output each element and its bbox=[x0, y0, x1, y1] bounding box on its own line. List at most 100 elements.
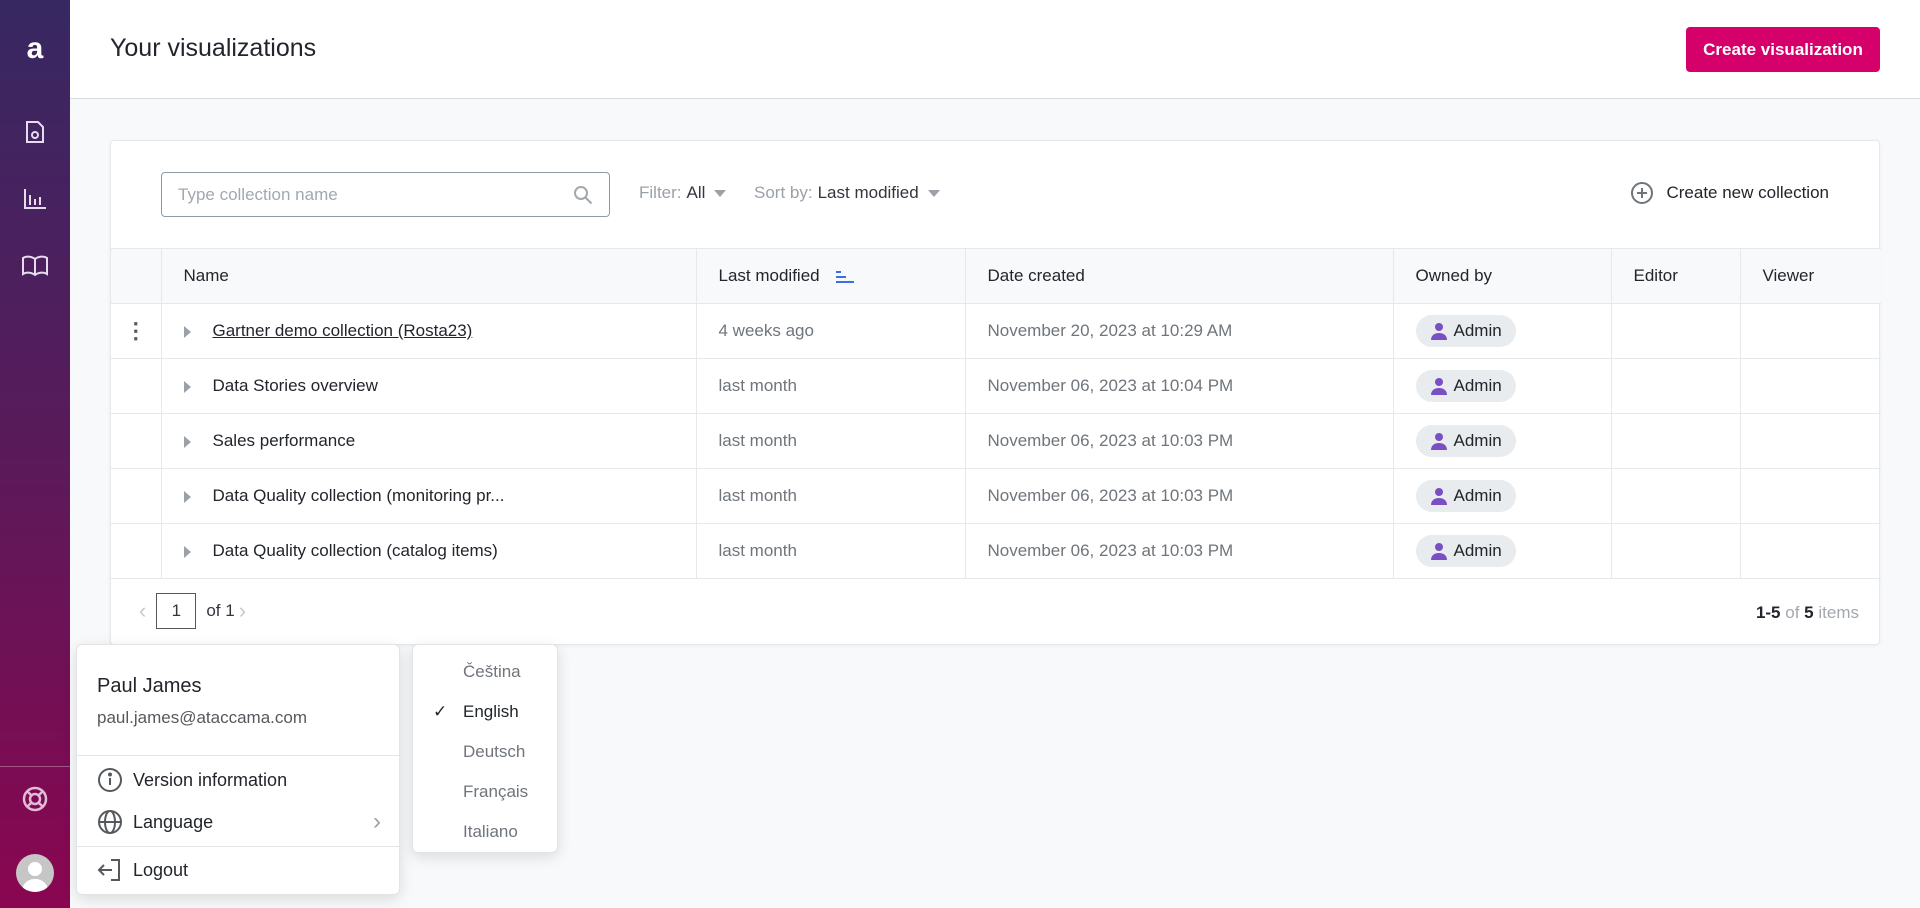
item-count: 1-5 of 5 items bbox=[1756, 603, 1859, 623]
globe-icon bbox=[98, 810, 122, 834]
column-header-last-modified[interactable]: Last modified bbox=[695, 248, 966, 304]
expand-icon[interactable] bbox=[183, 490, 191, 503]
divider bbox=[77, 846, 399, 847]
name-cell[interactable]: Data Quality collection (monitoring pr..… bbox=[160, 468, 697, 524]
language-option[interactable]: Čeština bbox=[463, 662, 521, 681]
table-row[interactable]: Sales performance last month November 06… bbox=[111, 413, 1881, 469]
language-label: Language bbox=[133, 811, 214, 832]
language-option[interactable]: Italiano bbox=[463, 822, 518, 841]
sidebar-divider bbox=[0, 766, 70, 767]
collection-name[interactable]: Data Quality collection (monitoring pr..… bbox=[212, 486, 505, 505]
editor-cell bbox=[1610, 468, 1741, 524]
owner-cell: Admin bbox=[1392, 523, 1612, 579]
last-modified-cell: 4 weeks ago bbox=[695, 303, 966, 359]
last-modified-cell: last month bbox=[695, 468, 966, 524]
owner-cell: Admin bbox=[1392, 358, 1612, 414]
language-menu: Čeština ✓ English Deutsch Français Italiano bbox=[412, 644, 558, 853]
column-header-editor[interactable]: Editor bbox=[1610, 248, 1741, 304]
language-option[interactable]: English bbox=[463, 702, 519, 721]
user-email: paul.james@ataccama.com bbox=[97, 708, 308, 727]
viewer-cell bbox=[1739, 413, 1881, 469]
search-icon bbox=[574, 185, 593, 204]
language-option[interactable]: Français bbox=[463, 782, 529, 801]
name-cell[interactable]: Sales performance bbox=[160, 413, 697, 469]
version-label: Version information bbox=[133, 769, 288, 790]
page-title: Your visualizations bbox=[110, 34, 317, 62]
avatar[interactable] bbox=[16, 854, 54, 892]
plus-circle-icon bbox=[1631, 182, 1654, 204]
owner-chip: Admin bbox=[1415, 480, 1516, 512]
collection-name[interactable]: Sales performance bbox=[212, 431, 356, 450]
column-header-label: Last modified bbox=[718, 266, 820, 285]
owner-cell: Admin bbox=[1392, 468, 1612, 524]
row-actions[interactable] bbox=[111, 523, 162, 579]
search-input[interactable] bbox=[178, 184, 573, 205]
table-row[interactable]: Data Quality collection (monitoring pr..… bbox=[111, 468, 1881, 524]
user-name: Paul James bbox=[97, 675, 202, 697]
row-actions[interactable] bbox=[111, 358, 162, 414]
user-icon bbox=[1430, 378, 1447, 395]
create-visualization-button[interactable]: Create visualization bbox=[1686, 27, 1880, 72]
editor-cell bbox=[1610, 413, 1741, 469]
filter-dropdown[interactable]: Filter: All bbox=[639, 183, 727, 203]
date-created-cell: November 06, 2023 at 10:03 PM bbox=[964, 468, 1394, 524]
row-actions[interactable] bbox=[111, 468, 162, 524]
version-information-item[interactable]: Version information bbox=[97, 767, 287, 793]
owner-cell: Admin bbox=[1392, 303, 1612, 359]
name-cell[interactable]: Data Stories overview bbox=[160, 358, 697, 414]
book-icon[interactable] bbox=[20, 251, 50, 281]
language-item[interactable]: Language › bbox=[97, 808, 381, 836]
name-cell[interactable]: Gartner demo collection (Rosta23) bbox=[160, 303, 697, 359]
expand-icon[interactable] bbox=[183, 325, 191, 338]
owner-chip: Admin bbox=[1415, 425, 1516, 457]
user-icon bbox=[1430, 488, 1447, 505]
more-vertical-icon[interactable]: ⋮ bbox=[124, 317, 147, 343]
prev-page-icon[interactable]: ‹ bbox=[139, 598, 147, 623]
chevron-right-icon: › bbox=[373, 808, 381, 835]
page-header: Your visualizations Create visualization bbox=[70, 0, 1920, 99]
collection-name[interactable]: Data Stories overview bbox=[212, 376, 378, 395]
filter-label: Filter: bbox=[639, 183, 682, 202]
column-header-viewer[interactable]: Viewer bbox=[1739, 248, 1881, 304]
name-cell[interactable]: Data Quality collection (catalog items) bbox=[160, 523, 697, 579]
expand-icon[interactable] bbox=[183, 380, 191, 393]
date-created-cell: November 06, 2023 at 10:03 PM bbox=[964, 523, 1394, 579]
owner-chip: Admin bbox=[1415, 535, 1516, 567]
page-input[interactable]: 1 bbox=[156, 593, 197, 629]
range: 1-5 bbox=[1755, 603, 1781, 622]
divider bbox=[77, 755, 399, 756]
column-header-name[interactable]: Name bbox=[160, 248, 697, 304]
owner-name: Admin bbox=[1453, 431, 1502, 450]
language-option[interactable]: Deutsch bbox=[463, 742, 526, 761]
last-modified-cell: last month bbox=[695, 523, 966, 579]
search-field[interactable] bbox=[161, 172, 610, 217]
editor-cell bbox=[1610, 523, 1741, 579]
create-new-collection-button[interactable]: Create new collection bbox=[1630, 181, 1829, 205]
table-row[interactable]: ⋮ Gartner demo collection (Rosta23) 4 we… bbox=[111, 303, 1881, 359]
user-icon bbox=[1430, 433, 1447, 450]
table-header: Name Last modified Date created Owned by… bbox=[111, 248, 1881, 304]
table-row[interactable]: Data Quality collection (catalog items) … bbox=[111, 523, 1881, 579]
row-actions[interactable] bbox=[111, 413, 162, 469]
expand-icon[interactable] bbox=[183, 545, 191, 558]
of-word: of bbox=[1785, 603, 1800, 622]
collection-name[interactable]: Data Quality collection (catalog items) bbox=[212, 541, 498, 560]
create-new-collection-label: Create new collection bbox=[1666, 183, 1829, 202]
column-header-date-created[interactable]: Date created bbox=[964, 248, 1394, 304]
lifebuoy-icon[interactable] bbox=[20, 784, 50, 814]
expand-icon[interactable] bbox=[183, 435, 191, 448]
table-row[interactable]: Data Stories overview last month Novembe… bbox=[111, 358, 1881, 414]
logo[interactable]: a bbox=[26, 32, 44, 65]
logout-item[interactable]: Logout bbox=[97, 857, 188, 883]
next-page-icon[interactable]: › bbox=[238, 598, 247, 623]
chart-icon[interactable] bbox=[20, 184, 50, 214]
owner-name: Admin bbox=[1453, 321, 1502, 340]
last-modified-cell: last month bbox=[695, 413, 966, 469]
row-actions[interactable]: ⋮ bbox=[111, 303, 162, 359]
collection-name[interactable]: Gartner demo collection (Rosta23) bbox=[212, 321, 473, 340]
report-icon[interactable] bbox=[20, 117, 50, 147]
items-word: items bbox=[1818, 603, 1859, 622]
column-header-owned-by[interactable]: Owned by bbox=[1392, 248, 1612, 304]
sort-dropdown[interactable]: Sort by: Last modified bbox=[754, 183, 940, 203]
sort-descending-icon bbox=[836, 270, 855, 283]
